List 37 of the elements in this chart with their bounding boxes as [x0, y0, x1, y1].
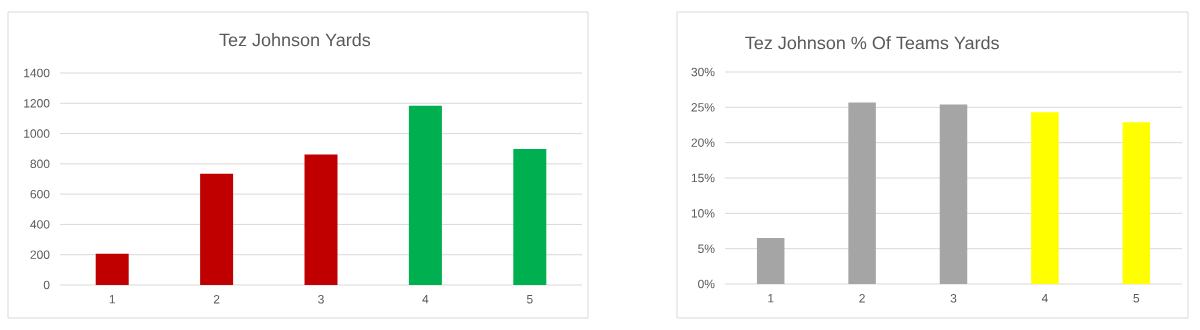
x-tick-label: 2: [213, 295, 220, 304]
chart-title: Tez Johnson % Of Teams Yards: [745, 36, 999, 50]
bar: [939, 104, 968, 284]
y-tick-label: 20%: [691, 138, 715, 147]
y-tick-label: 15%: [691, 173, 715, 183]
bar: [1031, 112, 1059, 284]
bar: [408, 105, 442, 285]
x-tick-label: 5: [526, 295, 533, 304]
x-tick-label: 3: [950, 294, 957, 303]
x-tick-label: 3: [318, 295, 324, 304]
bar: [304, 154, 338, 285]
bar: [95, 253, 129, 285]
y-tick-label: 400: [30, 220, 50, 229]
bar: [1122, 122, 1151, 284]
bar: [848, 102, 876, 284]
x-tick-label: 1: [768, 294, 774, 303]
y-tick-label: 1200: [24, 99, 50, 108]
y-tick-label: 1400: [24, 68, 50, 78]
bar: [200, 173, 234, 285]
y-tick-label: 600: [30, 189, 50, 199]
x-tick-label: 4: [422, 295, 429, 304]
x-tick-label: 5: [1133, 294, 1140, 303]
bar: [756, 238, 785, 284]
chart-title: Tez Johnson Yards: [219, 33, 371, 47]
y-tick-label: 1000: [24, 129, 50, 138]
y-tick-label: 0%: [698, 279, 715, 289]
y-tick-label: 10%: [691, 209, 715, 218]
y-tick-label: 30%: [691, 67, 715, 77]
y-tick-label: 5%: [698, 244, 715, 253]
y-tick-label: 25%: [691, 103, 715, 112]
y-tick-label: 0: [43, 280, 50, 290]
x-tick-label: 4: [1041, 294, 1048, 303]
x-tick-label: 2: [859, 294, 865, 303]
x-tick-label: 1: [109, 295, 115, 304]
bar: [513, 149, 547, 285]
y-tick-label: 800: [30, 159, 50, 169]
y-tick-label: 200: [30, 250, 50, 259]
